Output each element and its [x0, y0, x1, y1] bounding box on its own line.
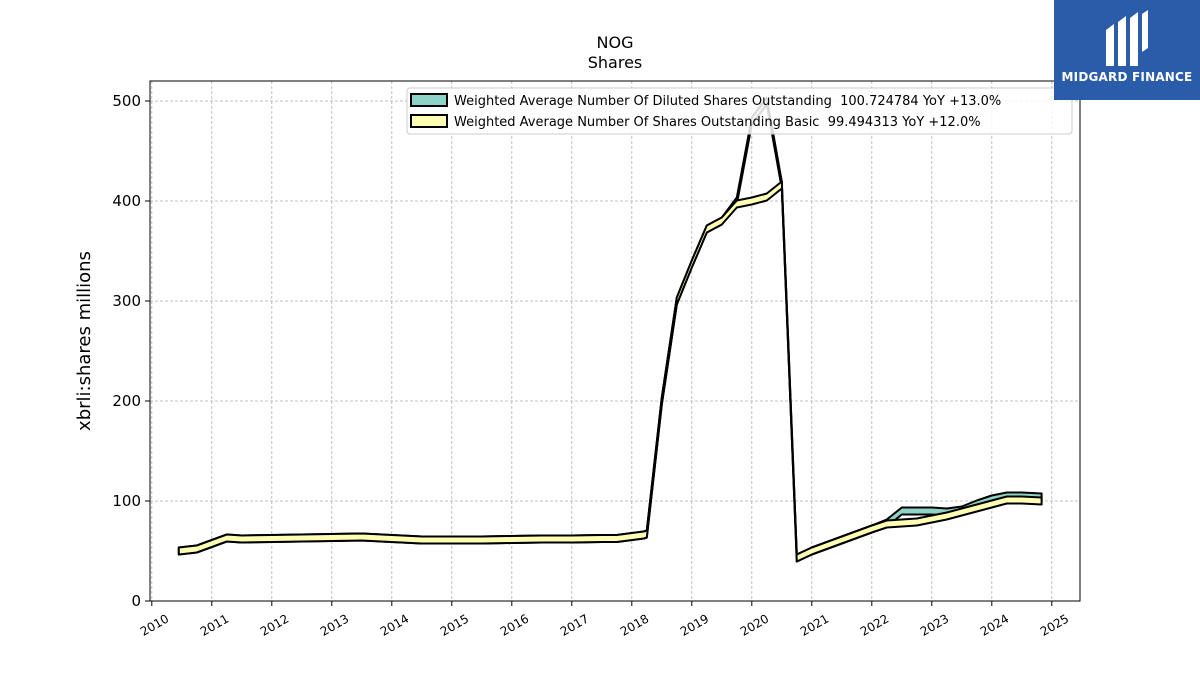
x-tick-label: 2018: [618, 611, 651, 638]
chart-subtitle: Shares: [588, 53, 643, 72]
x-tick-label: 2016: [498, 611, 531, 638]
plot-frame: [149, 80, 1081, 602]
x-tick-label: 2015: [438, 611, 471, 638]
x-tick-label: 2021: [798, 611, 831, 638]
y-axis-label: xbrli:shares millions: [74, 251, 95, 431]
midgard-finance-logo: MIDGARD FINANCE: [1054, 0, 1200, 100]
x-tick-label: 2011: [198, 611, 231, 638]
x-tick-label: 2017: [558, 611, 591, 638]
x-tick-label: 2023: [918, 611, 951, 638]
legend-swatch-1: [410, 93, 448, 107]
x-tick-label: 2022: [858, 611, 891, 638]
x-axis-ticks: 2010 2011 2012 2013 2014 2015 2016 2017 2018 2019…: [138, 601, 1071, 639]
series-area-1: [177, 96, 1043, 563]
midgard-logo-icon: [1106, 10, 1148, 66]
x-tick-label: 2012: [258, 611, 291, 638]
legend: Weighted Average Number Of Diluted Share…: [406, 87, 1073, 135]
chart-title: NOG: [597, 33, 634, 52]
y-tick-label: 300: [112, 292, 141, 310]
legend-label-2: Weighted Average Number Of Shares Outsta…: [454, 115, 981, 130]
y-tick-label: 500: [112, 92, 141, 110]
x-tick-label: 2013: [318, 611, 351, 638]
y-tick-label: 200: [112, 392, 141, 410]
x-tick-label: 2010: [138, 611, 171, 638]
grid-lines: [150, 81, 1080, 602]
y-tick-label: 100: [112, 492, 141, 510]
logo-text: MIDGARD FINANCE: [1061, 70, 1193, 84]
x-tick-label: 2020: [738, 611, 771, 638]
legend-swatch-2: [410, 114, 448, 128]
y-axis-ticks: 0 100 200 300 400 500: [112, 92, 150, 610]
x-tick-label: 2014: [378, 611, 411, 638]
x-tick-label: 2025: [1038, 611, 1071, 638]
y-tick-label: 0: [131, 592, 141, 610]
legend-label-1: Weighted Average Number Of Diluted Share…: [454, 94, 1001, 109]
x-tick-label: 2024: [978, 611, 1011, 638]
x-tick-label: 2019: [678, 611, 711, 638]
series-area-2: [177, 180, 1043, 563]
y-tick-label: 400: [112, 192, 141, 210]
series-areas: [177, 96, 1043, 563]
legend-box: [406, 87, 1073, 135]
